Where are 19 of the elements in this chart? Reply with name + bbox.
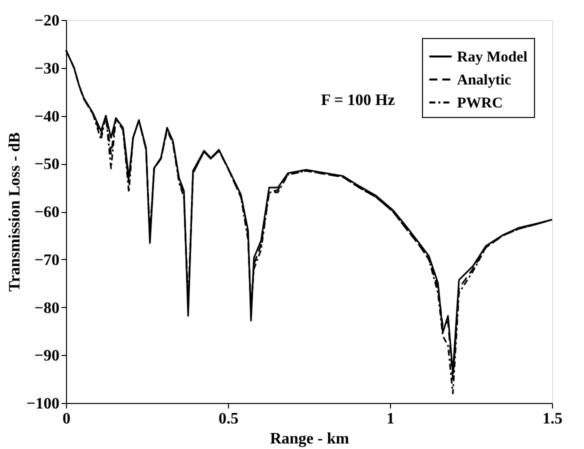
y-tick-label: −30 — [34, 60, 60, 78]
x-tick-label: 0 — [62, 410, 70, 428]
y-tick-label: −40 — [34, 108, 60, 126]
y-tick-label: −100 — [26, 396, 60, 412]
x-axis-title: Range - km — [270, 430, 350, 448]
x-tick-label: 1 — [386, 410, 394, 428]
x-tick-label: 0.5 — [218, 410, 238, 428]
legend-label: Analytic — [457, 72, 512, 88]
x-tick-label: 1.5 — [542, 410, 562, 428]
y-tick-label: −20 — [34, 12, 60, 30]
legend-label: Ray Model — [457, 50, 528, 66]
y-tick-label: −60 — [34, 204, 60, 221]
y-tick-label: −50 — [34, 156, 60, 174]
annotation: F = 100 Hz — [321, 92, 395, 109]
y-tick-label: −70 — [34, 252, 60, 269]
y-tick-label: −80 — [34, 300, 60, 317]
y-axis-title: Transmission Loss - dB — [6, 132, 24, 292]
y-tick-label: −90 — [34, 348, 60, 365]
legend-label: PWRC — [457, 96, 503, 112]
